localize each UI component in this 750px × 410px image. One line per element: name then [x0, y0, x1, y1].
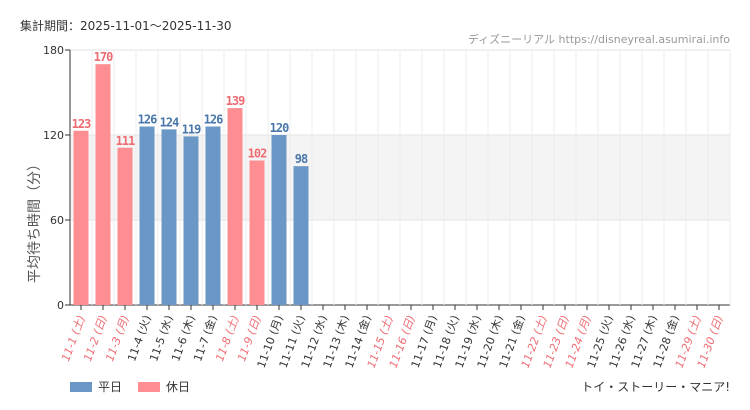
- data-label: 170: [94, 50, 113, 64]
- legend-swatch-holiday: [138, 381, 161, 392]
- legend-item-weekday[interactable]: 平日: [70, 378, 122, 395]
- legend-item-holiday[interactable]: 休日: [138, 378, 190, 395]
- bar: [249, 160, 265, 305]
- data-label: 119: [182, 122, 201, 136]
- y-tick-label: 120: [43, 129, 64, 142]
- grid-layer: [69, 49, 731, 306]
- bar: [183, 136, 199, 305]
- attraction-name: トイ・ストーリー・マニア!: [581, 380, 730, 394]
- y-tick-label: 180: [43, 44, 64, 57]
- data-label: 111: [116, 134, 135, 148]
- bar: [117, 147, 133, 305]
- bar: [205, 126, 221, 305]
- source-label: ディズニーリアル https://disneyreal.asumirai.inf…: [467, 33, 730, 46]
- data-label: 123: [72, 117, 91, 131]
- bar: [95, 64, 111, 306]
- data-label: 98: [295, 152, 308, 166]
- bar: [139, 126, 155, 305]
- data-label: 124: [160, 115, 179, 129]
- bar: [161, 129, 177, 305]
- legend-swatch-weekday: [70, 381, 92, 392]
- y-tick-label: 60: [50, 214, 64, 227]
- bar: [271, 135, 287, 305]
- bar: [227, 108, 243, 305]
- bar: [73, 130, 89, 305]
- y-tick-label: 0: [57, 299, 64, 312]
- period-label: 集計期間：2025-11-01～2025-11-30: [20, 19, 232, 33]
- legend-label-holiday: 休日: [166, 380, 191, 394]
- data-label: 126: [138, 113, 157, 127]
- data-label: 139: [226, 94, 245, 108]
- data-label: 120: [270, 121, 289, 135]
- legend-label-weekday: 平日: [98, 380, 123, 394]
- legend: 平日 休日: [70, 378, 206, 395]
- bar-layer: [73, 64, 309, 306]
- data-label: 126: [204, 113, 223, 127]
- bar: [293, 166, 309, 305]
- data-label: 102: [248, 147, 267, 161]
